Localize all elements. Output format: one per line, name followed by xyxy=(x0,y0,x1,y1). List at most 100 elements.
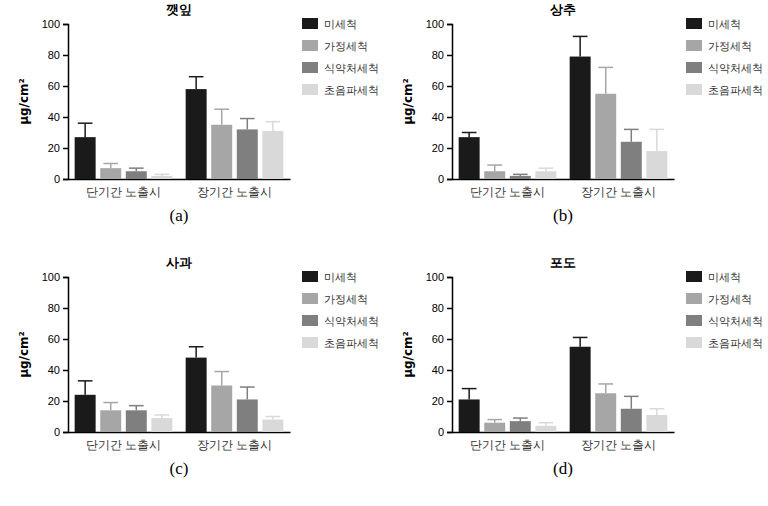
chart-title: 포도 xyxy=(550,255,576,270)
bar xyxy=(262,420,283,432)
error-line xyxy=(631,129,633,141)
error-bar xyxy=(155,415,170,418)
chart-title: 깻잎 xyxy=(166,2,192,17)
error-line xyxy=(84,381,86,395)
legend-label: 가정세척 xyxy=(324,40,368,53)
y-tick: 60 xyxy=(48,333,68,345)
y-tick-mark xyxy=(447,432,452,434)
y-tick-label: 20 xyxy=(48,142,60,154)
y-tick-mark xyxy=(447,117,452,119)
error-bar xyxy=(103,403,118,411)
error-bar xyxy=(214,109,229,125)
y-tick-mark xyxy=(447,370,452,372)
legend-label: 미세척 xyxy=(708,271,741,284)
legend-item: 미세척 xyxy=(686,18,741,31)
legend-item: 미세척 xyxy=(302,271,357,284)
y-tick: 40 xyxy=(432,111,452,123)
error-bar xyxy=(539,423,554,426)
bar xyxy=(100,168,121,179)
y-tick: 0 xyxy=(54,173,68,185)
error-line xyxy=(605,384,607,393)
error-cap xyxy=(624,129,639,131)
y-tick-label: 60 xyxy=(48,333,60,345)
bar xyxy=(484,423,505,432)
panel: 020406080100단기간 노출시장기간 노출시상추μg/cm²(b)미세척… xyxy=(401,2,763,225)
error-cap xyxy=(129,405,144,407)
y-tick-mark xyxy=(63,339,68,341)
y-tick: 20 xyxy=(48,142,68,154)
bar xyxy=(186,358,207,432)
x-axis: 단기간 노출시장기간 노출시 xyxy=(69,179,291,199)
y-tick: 20 xyxy=(432,395,452,407)
y-tick-mark xyxy=(63,308,68,310)
series xyxy=(126,387,258,432)
y-tick: 60 xyxy=(432,80,452,92)
error-line xyxy=(656,129,658,151)
legend-label: 초음파세척 xyxy=(708,84,763,97)
x-tick-label: 장기간 노출시 xyxy=(197,185,272,199)
error-bar xyxy=(214,372,229,386)
error-line xyxy=(579,36,581,56)
series xyxy=(510,396,642,432)
y-tick: 100 xyxy=(426,271,452,283)
y-tick-mark xyxy=(447,55,452,57)
legend-label: 가정세척 xyxy=(324,293,368,306)
error-bar xyxy=(189,77,204,89)
error-cap xyxy=(266,121,281,123)
series xyxy=(484,384,616,432)
error-cap xyxy=(103,163,118,165)
y-axis: 020406080100 xyxy=(42,271,69,438)
bar xyxy=(595,393,616,432)
series xyxy=(100,372,232,432)
error-line xyxy=(195,77,197,89)
y-tick-label: 20 xyxy=(48,395,60,407)
bar xyxy=(186,89,207,179)
x-tick-label: 단기간 노출시 xyxy=(470,185,545,199)
x-tick: 장기간 노출시 xyxy=(197,179,272,199)
series xyxy=(535,409,667,432)
error-bar xyxy=(650,129,665,151)
y-tick-label: 40 xyxy=(432,111,444,123)
legend-item: 미세척 xyxy=(686,271,741,284)
error-line xyxy=(221,109,223,125)
bar xyxy=(570,57,591,179)
y-tick: 80 xyxy=(432,49,452,61)
x-tick-label: 장기간 노출시 xyxy=(197,438,272,452)
y-tick: 0 xyxy=(438,173,452,185)
y-tick-label: 80 xyxy=(432,302,444,314)
legend-item: 식약처세척 xyxy=(302,62,379,75)
x-axis: 단기간 노출시 장기간 노출시 xyxy=(69,432,291,452)
legend-item: 가정세척 xyxy=(302,293,368,306)
series xyxy=(100,109,232,179)
legend-swatch xyxy=(302,293,318,304)
legend-label: 초음파세척 xyxy=(324,337,379,350)
y-tick-mark xyxy=(63,370,68,372)
panel: 020406080100단기간 노출시장기간 노출시사과μg/cm²(c)미세척… xyxy=(17,255,379,478)
y-tick-label: 60 xyxy=(432,80,444,92)
x-tick: 단기간 노출시 xyxy=(86,432,161,452)
error-line xyxy=(272,122,274,131)
panel-label: (b) xyxy=(553,206,573,225)
legend-label: 미세척 xyxy=(708,18,741,31)
y-tick: 40 xyxy=(48,111,68,123)
y-tick: 40 xyxy=(432,364,452,376)
y-tick-label: 100 xyxy=(426,18,444,30)
error-cap xyxy=(240,386,255,388)
legend-label: 초음파세척 xyxy=(324,84,379,97)
legend-swatch xyxy=(302,62,318,73)
y-tick-label: 100 xyxy=(426,271,444,283)
legend-swatch xyxy=(686,293,702,304)
series xyxy=(151,122,283,179)
y-axis-title: μg/cm² xyxy=(17,331,31,378)
error-cap xyxy=(539,422,554,424)
error-cap xyxy=(598,67,613,69)
error-line xyxy=(494,165,496,171)
legend-swatch xyxy=(302,315,318,326)
x-tick: 장기간 노출시 xyxy=(197,432,272,452)
series xyxy=(459,337,591,432)
legend-swatch xyxy=(686,40,702,51)
x-axis: 단기간 노출시장기간 노출시 xyxy=(453,432,675,452)
legend-swatch xyxy=(302,337,318,348)
y-tick-label: 0 xyxy=(54,426,60,438)
x-tick-label: 단기간 노출시 xyxy=(86,438,161,452)
